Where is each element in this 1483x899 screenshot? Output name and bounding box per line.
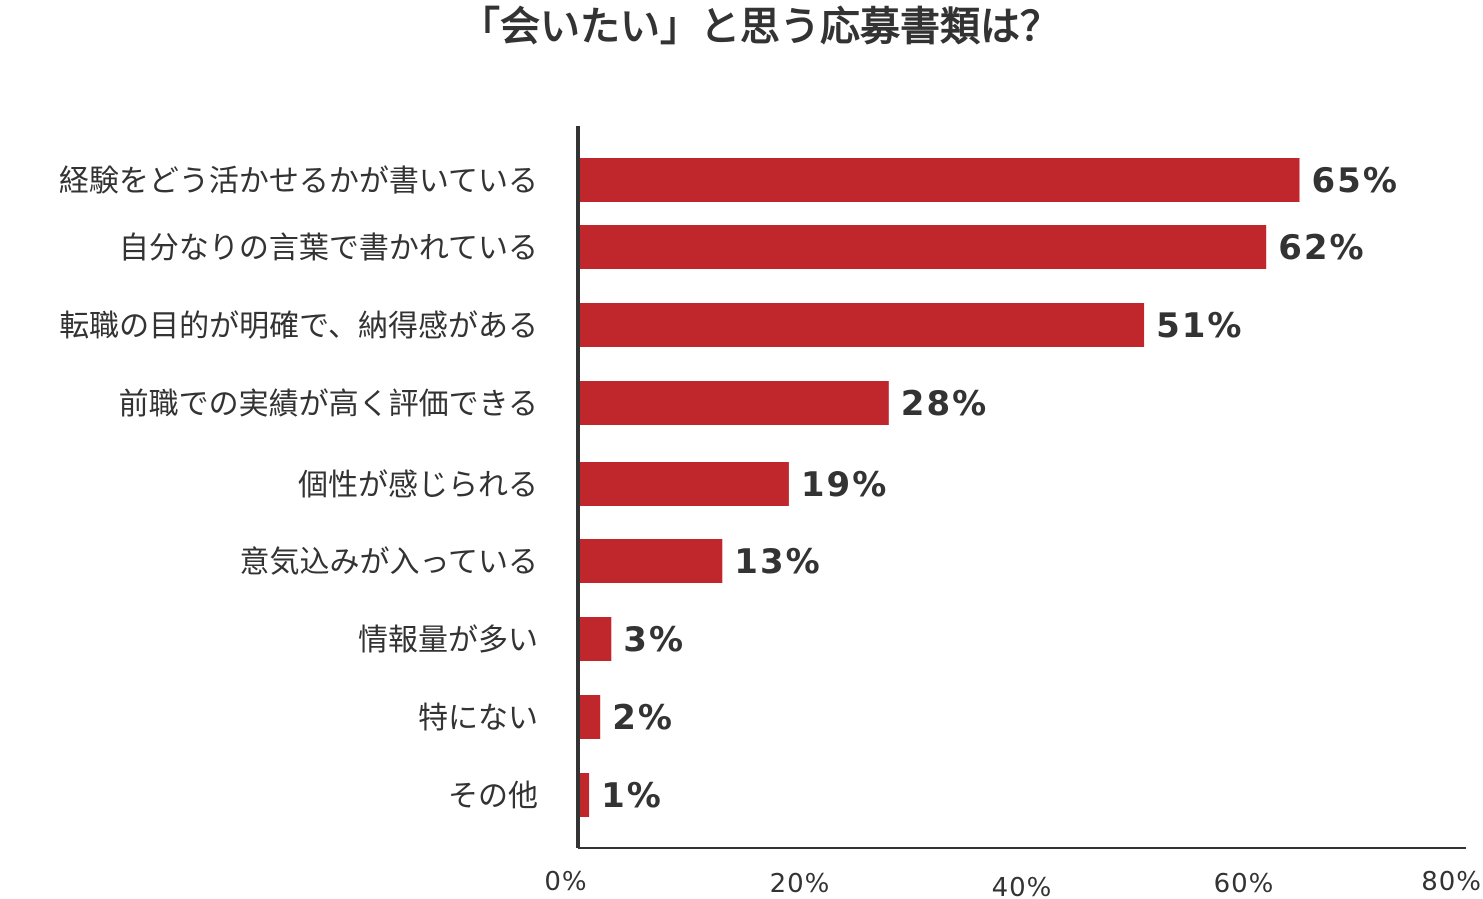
category-label-4: 前職での実績が高く評価できる	[119, 387, 538, 422]
value-label-8: 2%	[612, 698, 674, 738]
bars-group	[578, 158, 1300, 817]
category-label-7: 情報量が多い	[358, 623, 538, 658]
value-labels-group: 65% 62% 51% 28% 19% 13% 3% 2% 1%	[601, 161, 1399, 816]
value-label-7: 3%	[623, 620, 685, 660]
value-label-3: 51%	[1156, 306, 1243, 346]
value-label-5: 19%	[801, 465, 888, 505]
bar-7	[578, 617, 612, 661]
chart-title: 「会いたい」と思う応募書類は？	[460, 4, 1060, 50]
x-tick-label-5: 80%	[1421, 867, 1482, 897]
category-labels-group: 経験をどう活かせるかが書いている自分なりの言葉で書かれている転職の目的が明確で、…	[59, 164, 538, 814]
category-label-9: その他	[448, 779, 538, 814]
value-label-6: 13%	[734, 542, 821, 582]
bar-2	[578, 225, 1267, 269]
bar-6	[578, 539, 723, 583]
bar-5	[578, 462, 789, 506]
category-label-8: 特にない	[418, 701, 538, 736]
x-tick-label-2: 20%	[770, 869, 831, 899]
bar-9	[578, 773, 590, 817]
category-label-2: 自分なりの言葉で書かれている	[119, 231, 538, 266]
bar-4	[578, 381, 889, 425]
x-tick-labels-group: 0% 20% 40% 60% 80%	[544, 867, 1482, 899]
x-tick-label-3: 40%	[992, 873, 1053, 899]
category-label-3: 転職の目的が明確で、納得感がある	[59, 309, 538, 344]
x-tick-label-4: 60%	[1214, 869, 1275, 899]
value-label-2: 62%	[1278, 228, 1365, 268]
category-label-1: 経験をどう活かせるかが書いている	[59, 164, 538, 199]
x-tick-label-1: 0%	[544, 867, 587, 897]
bar-3	[578, 303, 1145, 347]
category-label-6: 意気込みが入っている	[240, 545, 539, 580]
bar-8	[578, 695, 601, 739]
value-label-1: 65%	[1312, 161, 1399, 201]
value-label-4: 28%	[901, 384, 988, 424]
category-label-5: 個性が感じられる	[298, 468, 538, 503]
bar-1	[578, 158, 1300, 202]
value-label-9: 1%	[601, 776, 663, 816]
